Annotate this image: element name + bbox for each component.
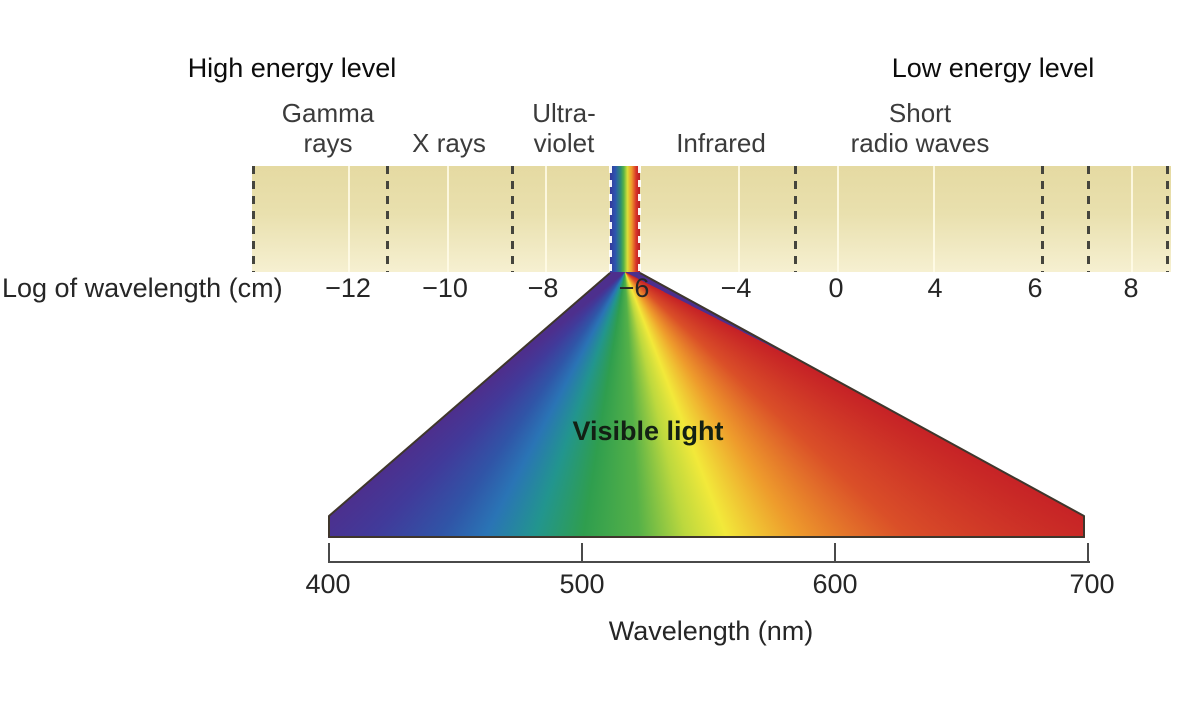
radio-waves-line1: Short (888, 98, 952, 128)
band-divider-light (545, 166, 547, 272)
nm-tick-400: 400 (305, 569, 351, 599)
nm-scale-bracket (328, 543, 1090, 563)
band-divider-light (348, 166, 350, 272)
x-rays-label: X rays (412, 128, 486, 158)
band-divider-dashed (1087, 166, 1090, 272)
log-tick--6: −6 (618, 273, 650, 303)
band-divider-light (447, 166, 449, 272)
gamma-rays-label: Gamma rays (282, 98, 374, 158)
wavelength-axis-title: Wavelength (nm) (608, 616, 814, 646)
log-tick-8: 8 (1123, 273, 1139, 303)
gamma-rays-line2: rays (303, 128, 353, 158)
band-divider-light (738, 166, 740, 272)
log-tick--8: −8 (527, 273, 559, 303)
nm-tick-mark-700 (1087, 543, 1089, 563)
band-divider-dashed (1166, 166, 1169, 272)
log-tick-0: 0 (828, 273, 844, 303)
spectrum-band (252, 166, 1171, 272)
nm-tick-mark-600 (834, 543, 836, 563)
band-divider-dashed (386, 166, 389, 272)
visible-light-label: Visible light (572, 416, 724, 446)
visible-strip-left-boundary (609, 166, 612, 272)
nm-tick-mark-500 (581, 543, 583, 563)
ultraviolet-line1: Ultra- (532, 98, 596, 128)
visible-light-strip (609, 166, 641, 272)
band-divider-dashed (1041, 166, 1044, 272)
log-tick-4: 4 (927, 273, 943, 303)
band-divider-light (933, 166, 935, 272)
log-axis-title: Log of wavelength (cm) (2, 273, 283, 303)
nm-scale-line (328, 561, 1090, 563)
band-divider-dashed (794, 166, 797, 272)
band-divider-light (837, 166, 839, 272)
ultraviolet-line2: violet (533, 128, 595, 158)
band-divider-dashed (252, 166, 255, 272)
nm-tick-mark-400 (328, 543, 330, 563)
band-divider-dashed (511, 166, 514, 272)
nm-tick-700: 700 (1069, 569, 1115, 599)
radio-waves-line2: radio waves (850, 128, 990, 158)
band-divider-light (1131, 166, 1133, 272)
log-tick--12: −12 (325, 273, 371, 303)
log-tick--10: −10 (422, 273, 468, 303)
log-tick--4: −4 (720, 273, 752, 303)
high-energy-label: High energy level (187, 53, 397, 83)
nm-tick-500: 500 (559, 569, 605, 599)
ultraviolet-label: Ultra- violet (532, 98, 596, 158)
log-tick-6: 6 (1027, 273, 1043, 303)
radio-waves-label: Short radio waves (851, 98, 990, 158)
gamma-rays-line1: Gamma (281, 98, 375, 128)
infrared-label: Infrared (676, 128, 766, 158)
nm-tick-600: 600 (812, 569, 858, 599)
visible-light-fan (328, 272, 1085, 538)
visible-strip-right-boundary (638, 166, 641, 272)
low-energy-label: Low energy level (891, 53, 1095, 83)
